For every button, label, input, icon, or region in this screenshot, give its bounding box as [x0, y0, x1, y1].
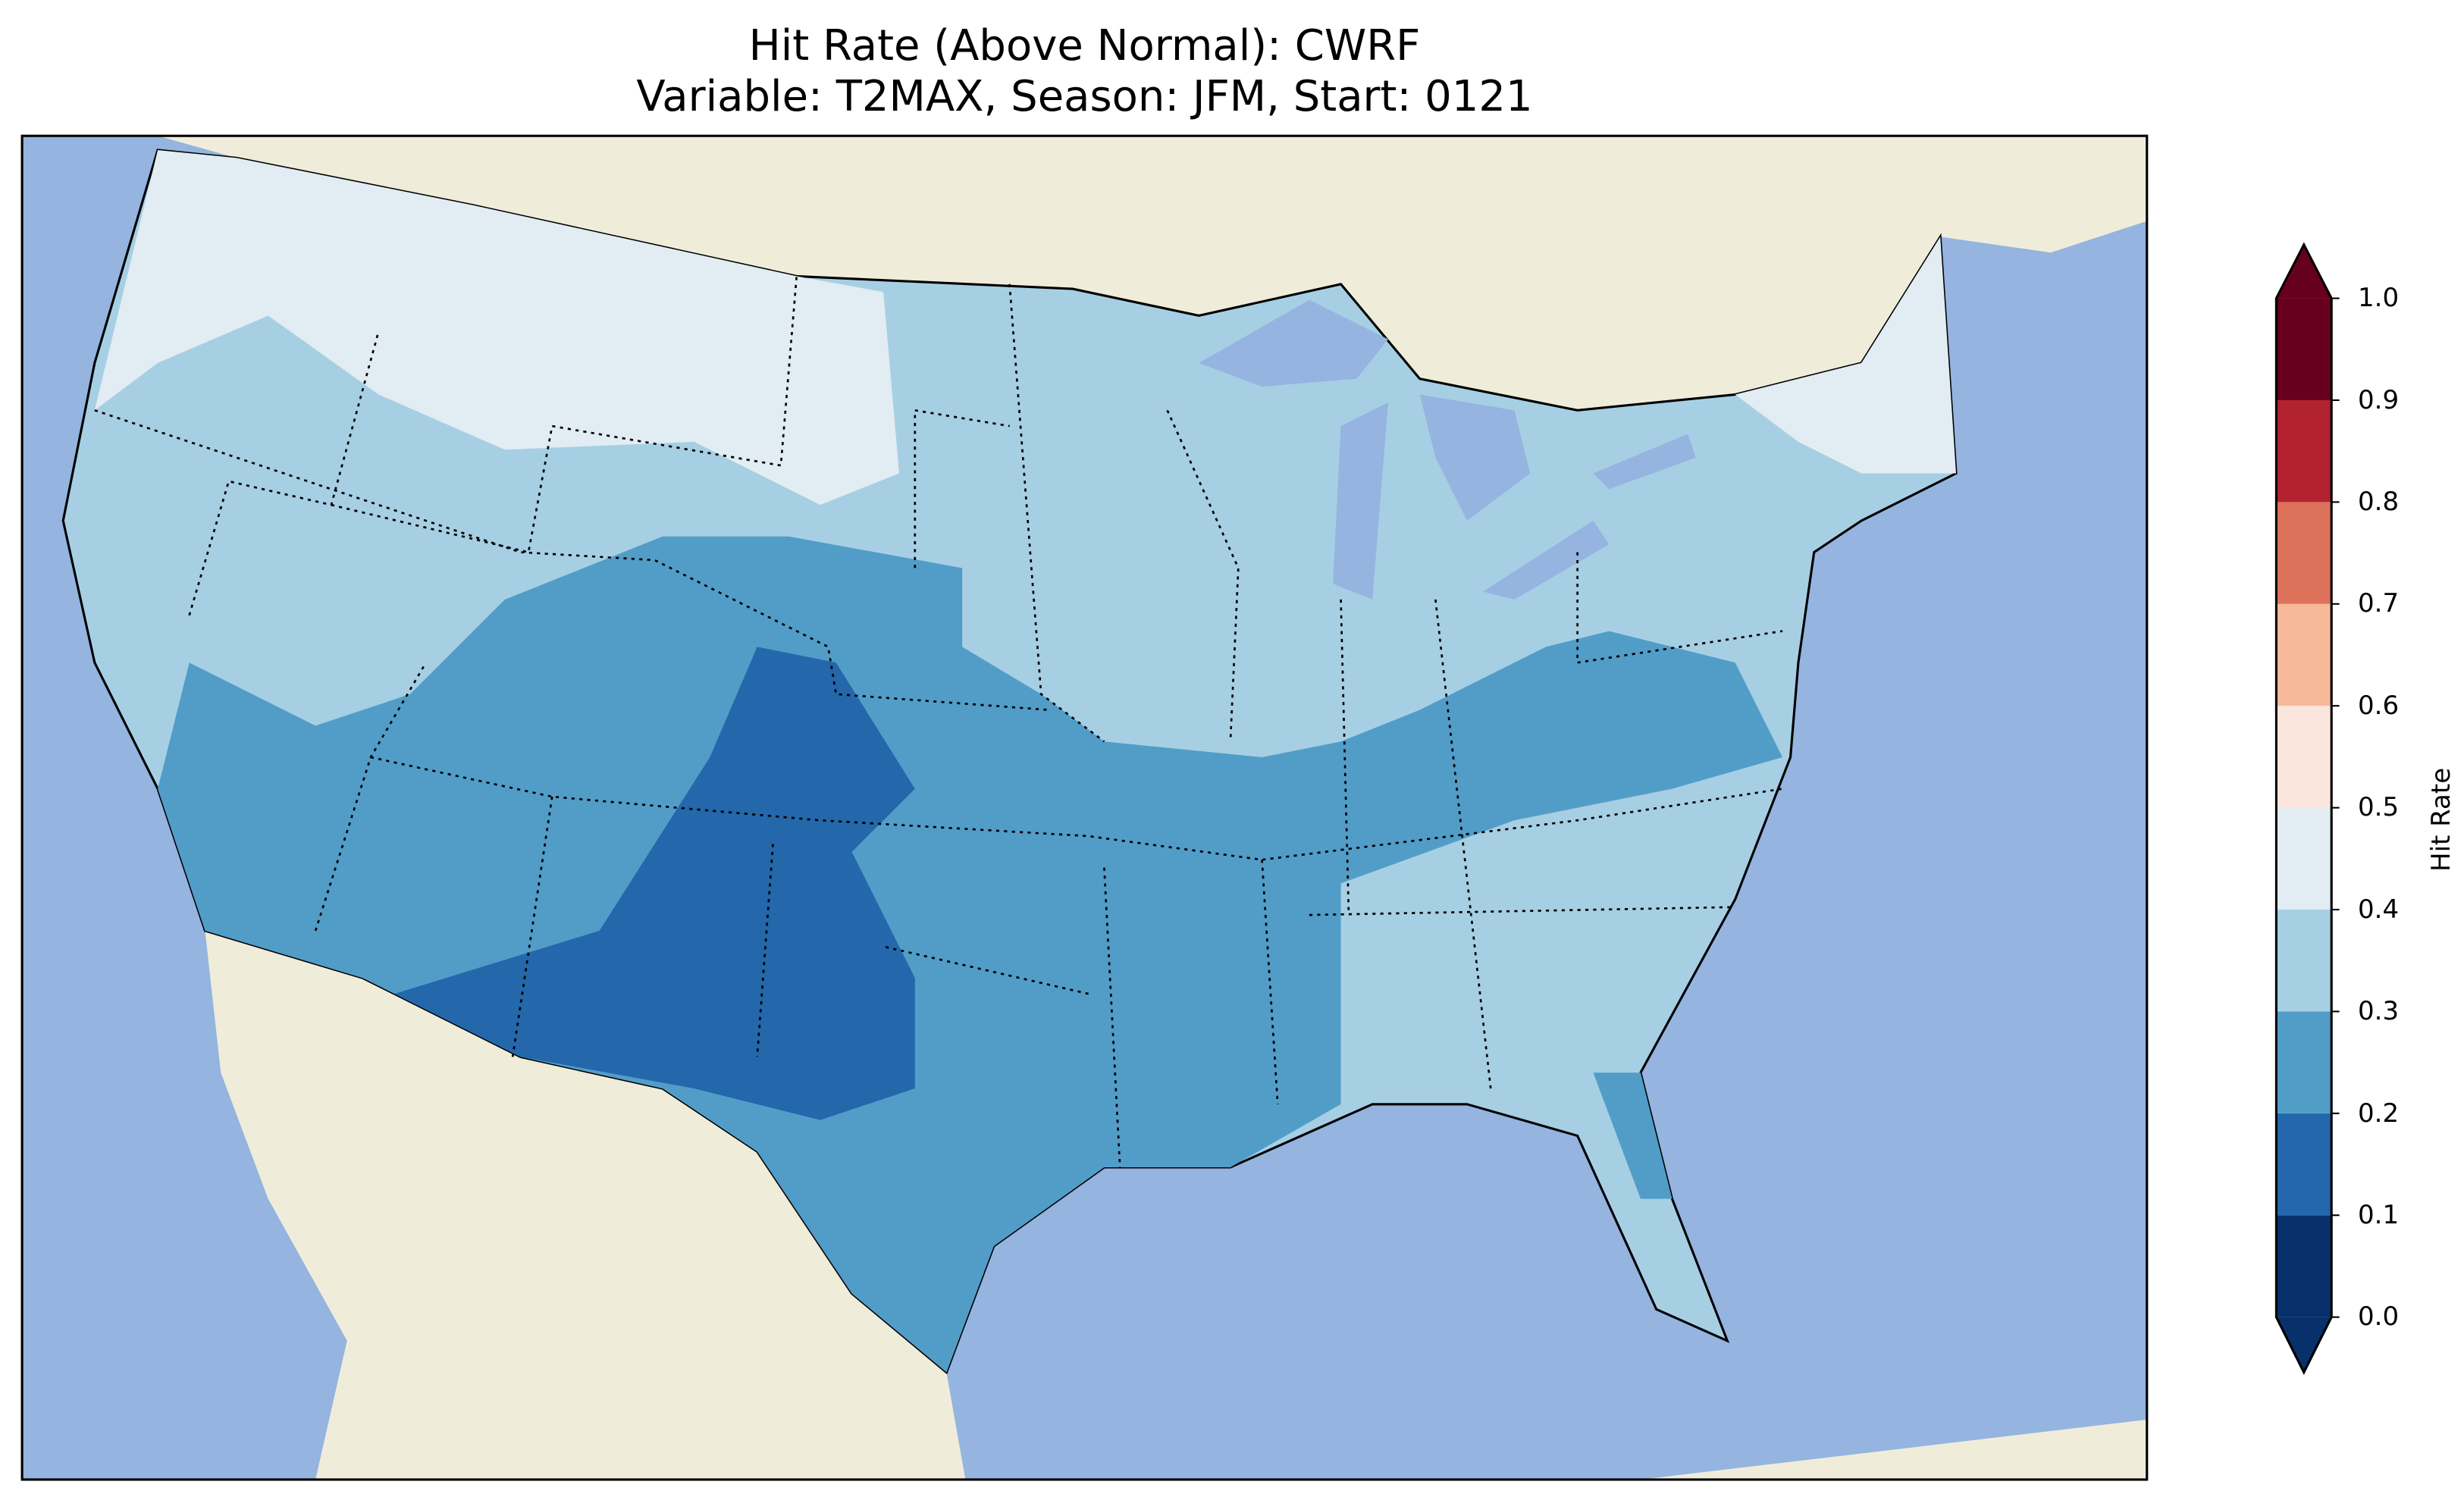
colorbar	[2274, 242, 2340, 1375]
region-bin-0.4-0.5-north	[94, 149, 899, 506]
colorbar-tick-label: 0.4	[2358, 894, 2400, 925]
region-bin-0.2-0.3	[158, 536, 1783, 1373]
colorbar-extend-min	[2276, 1317, 2332, 1373]
colorbar-bin-8	[2276, 399, 2332, 503]
lake-michigan	[1333, 402, 1388, 600]
lake-erie	[1482, 520, 1610, 600]
map-frame	[20, 134, 2149, 1481]
region-bin-0.1-0.2	[394, 647, 915, 1120]
colorbar-bin-6	[2276, 603, 2332, 706]
chart-title: Hit Rate (Above Normal): CWRF	[748, 21, 1421, 70]
region-bin-0.2-0.3-florida	[1593, 1073, 1672, 1199]
colorbar-bin-5	[2276, 706, 2332, 808]
colorbar-tick-label: 0.7	[2358, 588, 2400, 619]
colorbar-tick-label: 0.8	[2358, 487, 2400, 518]
colorbar-bin-1	[2276, 1113, 2332, 1216]
colorbar-tick-label: 0.3	[2358, 996, 2400, 1027]
colorbar-tick-label: 0.6	[2358, 690, 2400, 721]
colorbar-bin-7	[2276, 502, 2332, 604]
colorbar-tick-label: 0.9	[2358, 384, 2400, 415]
colorbar-tick-label: 0.5	[2358, 792, 2400, 823]
colorbar-bin-9	[2276, 298, 2332, 400]
colorbar-tick-label: 1.0	[2358, 283, 2400, 314]
lake-ontario	[1593, 434, 1696, 490]
colorbar-bin-0	[2276, 1215, 2332, 1317]
lake-superior	[1199, 299, 1388, 387]
colorbar-bin-3	[2276, 910, 2332, 1012]
chart-subtitle: Variable: T2MAX, Season: JFM, Start: 012…	[636, 72, 1533, 121]
colorbar-bin-2	[2276, 1011, 2332, 1113]
colorbar-label: Hit Rate	[2426, 767, 2456, 872]
region-bin-0.4-0.5-northeast	[1735, 236, 1957, 474]
colorbar-tick-label: 0.2	[2358, 1098, 2400, 1129]
colorbar-tick-label: 0.0	[2358, 1301, 2400, 1333]
colorbar-bin-4	[2276, 807, 2332, 910]
colorbar-tick-label: 0.1	[2358, 1199, 2400, 1230]
mexico-land	[205, 930, 966, 1480]
state-borders	[94, 276, 1783, 1168]
lake-huron	[1419, 394, 1531, 521]
colorbar-extend-max	[2276, 244, 2332, 299]
